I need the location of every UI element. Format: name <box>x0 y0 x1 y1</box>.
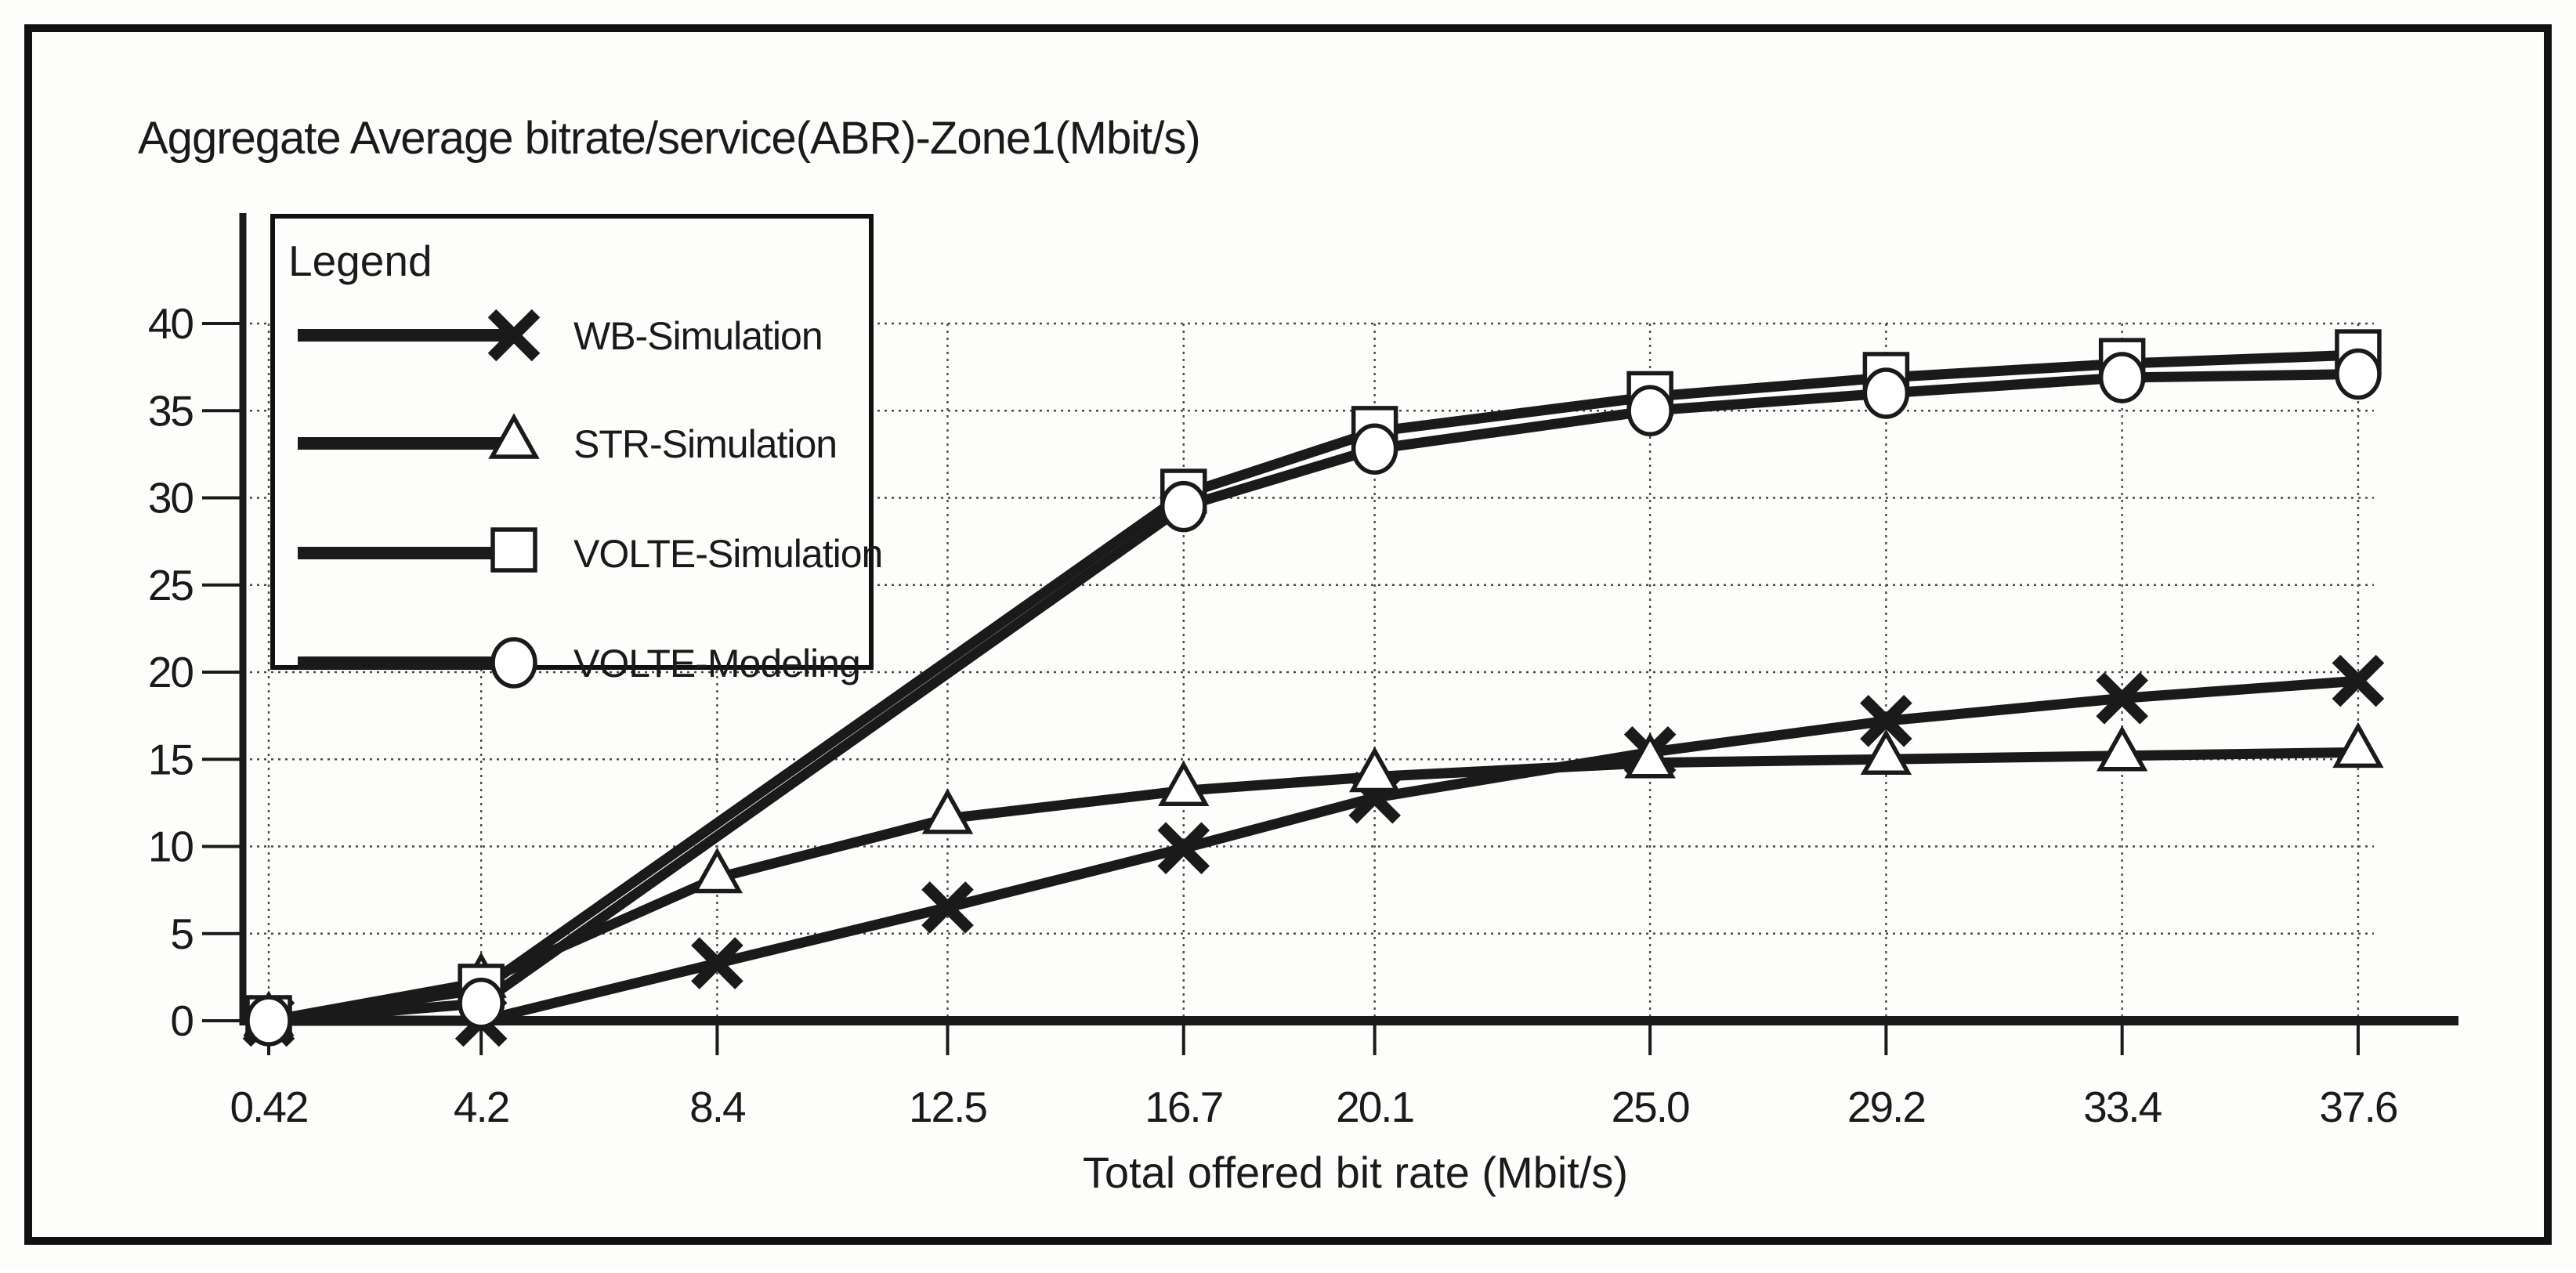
y-tick-label: 5 <box>170 910 193 958</box>
y-tick-label: 25 <box>148 561 194 609</box>
marker-circle <box>458 978 505 1029</box>
marker-triangle <box>2096 725 2148 772</box>
y-tick-label: 0 <box>170 996 193 1045</box>
marker-triangle <box>1158 760 1210 807</box>
marker-x <box>1157 822 1210 875</box>
marker-triangle <box>1348 746 1401 793</box>
y-tick-label: 40 <box>148 299 194 348</box>
legend-item-volte-modeling: VOLTE-Modeling <box>573 642 861 685</box>
marker-triangle <box>691 847 743 894</box>
tick-labels: 0 5 10 15 20 25 30 35 40 0.42 4.2 8.4 12.5 16.7 20.1 25… <box>148 299 2399 1131</box>
marker-x <box>1860 694 1912 747</box>
x-tick-label: 0.42 <box>230 1083 307 1131</box>
marker-x <box>921 881 974 934</box>
series-line-wb-simulation <box>269 675 2359 1026</box>
legend-label: VOLTE-Modeling <box>573 642 860 685</box>
legend: Legend WB-Simulation STR-Simulation VOLT… <box>270 214 883 689</box>
marker-circle <box>1862 367 1910 419</box>
marker-square <box>490 527 537 573</box>
x-tick-label: 8.4 <box>689 1083 745 1131</box>
legend-key-volte-simulation <box>298 527 537 573</box>
series-markers-volte-modeling <box>245 348 2382 1047</box>
chart-title: Aggregate Average bitrate/service(ABR)-Z… <box>138 113 1200 164</box>
marker-circle <box>490 637 537 689</box>
series-line-volte-simulation <box>268 349 2359 1026</box>
gridlines <box>243 322 2374 1021</box>
x-tick-label: 16.7 <box>1145 1083 1222 1131</box>
x-tick-label: 20.1 <box>1336 1083 1413 1131</box>
figure-border <box>24 24 2552 1245</box>
marker-circle <box>1626 385 1673 436</box>
x-tick-label: 12.5 <box>909 1083 986 1131</box>
marker-triangle <box>921 788 974 834</box>
legend-item-str-simulation: STR-Simulation <box>573 422 838 466</box>
y-tick-label: 10 <box>148 823 194 871</box>
y-tick-label: 35 <box>148 386 194 435</box>
legend-label: WB-Simulation <box>573 314 823 358</box>
x-tick-label: 33.4 <box>2083 1083 2161 1131</box>
marker-circle <box>1351 423 1398 475</box>
series-markers-wb-simulation <box>242 654 2385 1047</box>
data-series <box>242 329 2385 1047</box>
legend-glyphs <box>298 309 541 689</box>
marker-x <box>487 309 541 362</box>
marker-x <box>2332 654 2385 707</box>
marker-circle <box>2098 352 2146 403</box>
x-tick-label: 29.2 <box>1847 1083 1925 1131</box>
marker-x <box>2096 672 2148 725</box>
legend-label: STR-Simulation <box>573 422 837 466</box>
y-tick-label: 20 <box>148 648 194 696</box>
y-tick-label: 30 <box>148 474 194 523</box>
x-tick-label: 37.6 <box>2319 1083 2397 1131</box>
x-axis-label: Total offered bit rate (Mbit/s) <box>1083 1148 1628 1197</box>
series-line-str-simulation <box>267 747 2359 1026</box>
x-tick-label: 25.0 <box>1612 1083 1689 1131</box>
legend-key-volte-modeling <box>298 637 537 689</box>
legend-item-wb-simulation: WB-Simulation <box>573 314 823 358</box>
x-tick-label: 4.2 <box>454 1083 508 1131</box>
marker-triangle <box>2332 721 2384 769</box>
marker-circle <box>245 995 292 1047</box>
legend-label: VOLTE-Simulation <box>573 532 882 576</box>
series-line-volte-modeling <box>268 369 2359 1026</box>
marker-circle <box>2335 348 2382 400</box>
marker-triangle <box>1624 732 1676 779</box>
y-tick-label: 15 <box>148 735 194 783</box>
marker-x <box>691 937 743 989</box>
series-markers-str-simulation <box>243 721 2384 1036</box>
legend-title: Legend <box>288 237 432 285</box>
legend-key-str-simulation <box>298 413 540 459</box>
legend-key-wb-simulation <box>298 309 541 362</box>
marker-circle <box>1160 480 1207 533</box>
legend-item-volte-simulation: VOLTE-Simulation <box>573 532 883 576</box>
marker-triangle <box>488 413 540 459</box>
marker-triangle <box>1860 729 1912 775</box>
